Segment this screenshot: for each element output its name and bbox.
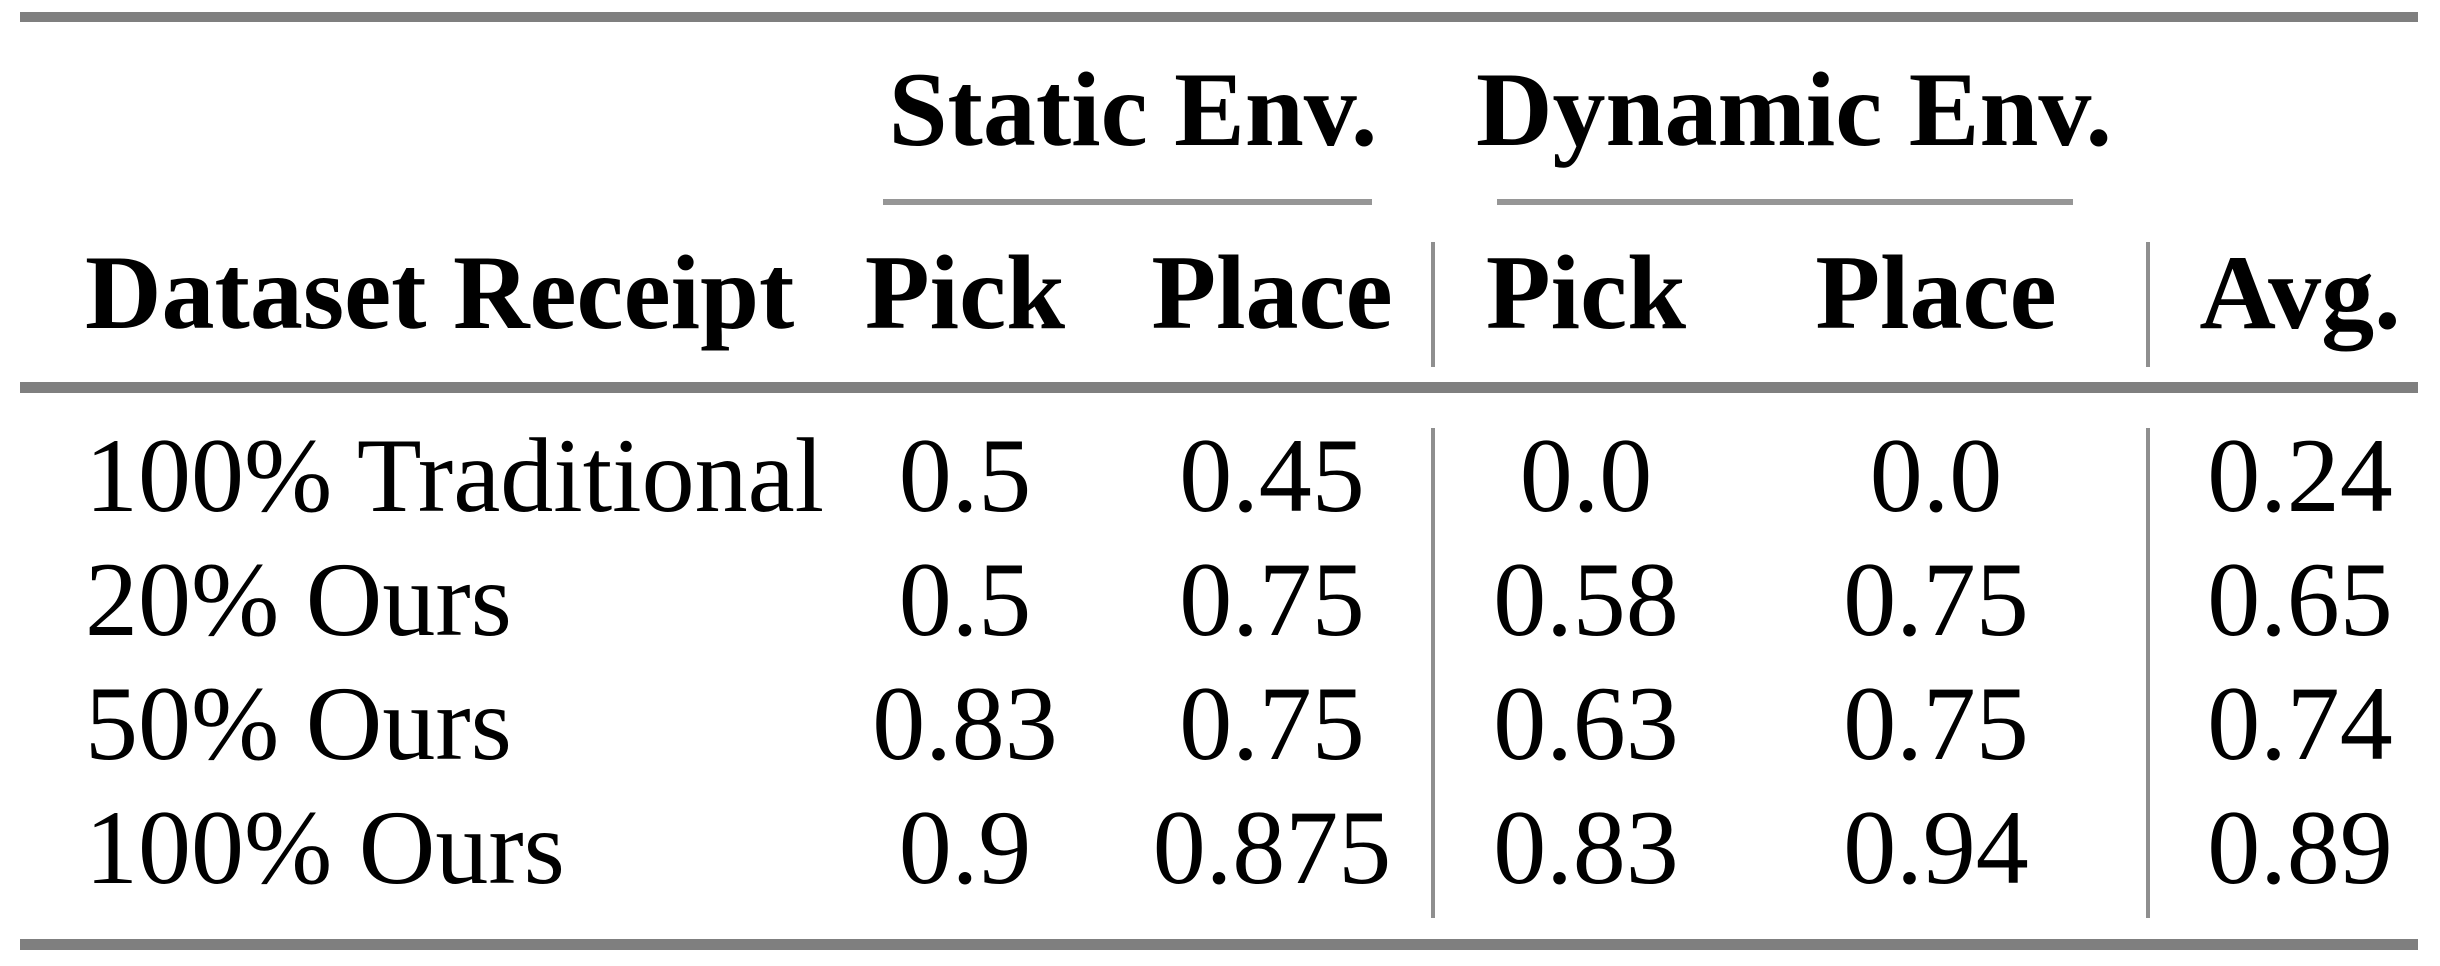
body-vline-avg <box>2146 428 2150 918</box>
col-header-dynamic-pick: Pick <box>1485 234 1687 351</box>
row-2-dynamic-place: 0.75 <box>1843 665 2029 782</box>
row-3-dynamic-place: 0.94 <box>1843 789 2029 906</box>
col-header-static-place: Place <box>1151 234 1393 351</box>
row-0-dataset: 100% Traditional <box>85 417 825 534</box>
bottom-rule <box>20 939 2418 950</box>
row-1-avg: 0.65 <box>2207 541 2393 658</box>
row-3-static-place: 0.875 <box>1152 789 1392 906</box>
row-1-dataset: 20% Ours <box>85 541 512 658</box>
row-0-avg: 0.24 <box>2207 417 2393 534</box>
row-2-static-place: 0.75 <box>1179 665 1365 782</box>
row-2-dynamic-pick: 0.63 <box>1493 665 1679 782</box>
group-header-static: Static Env. <box>888 51 1378 168</box>
group-header-dynamic: Dynamic Env. <box>1475 51 2113 168</box>
row-0-static-pick: 0.5 <box>898 417 1032 534</box>
row-0-static-place: 0.45 <box>1179 417 1365 534</box>
row-3-dataset: 100% Ours <box>85 789 565 906</box>
row-3-dynamic-pick: 0.83 <box>1493 789 1679 906</box>
row-0-dynamic-pick: 0.0 <box>1519 417 1653 534</box>
static-env-underline <box>883 199 1372 205</box>
row-1-static-place: 0.75 <box>1179 541 1365 658</box>
row-2-dataset: 50% Ours <box>85 665 512 782</box>
header-vline-static-dynamic <box>1431 242 1435 367</box>
row-3-avg: 0.89 <box>2207 789 2393 906</box>
row-1-dynamic-place: 0.75 <box>1843 541 2029 658</box>
row-2-static-pick: 0.83 <box>872 665 1058 782</box>
row-0-dynamic-place: 0.0 <box>1869 417 2003 534</box>
row-3-static-pick: 0.9 <box>898 789 1032 906</box>
mid-rule <box>20 382 2418 393</box>
col-header-avg: Avg. <box>2199 234 2401 351</box>
header-vline-avg <box>2146 242 2150 367</box>
row-1-static-pick: 0.5 <box>898 541 1032 658</box>
col-header-dataset: Dataset Receipt <box>85 234 795 351</box>
row-1-dynamic-pick: 0.58 <box>1493 541 1679 658</box>
row-2-avg: 0.74 <box>2207 665 2393 782</box>
col-header-dynamic-place: Place <box>1815 234 2057 351</box>
top-rule <box>20 12 2418 22</box>
body-vline-static-dynamic <box>1431 428 1435 918</box>
dynamic-env-underline <box>1497 199 2073 205</box>
col-header-static-pick: Pick <box>864 234 1066 351</box>
